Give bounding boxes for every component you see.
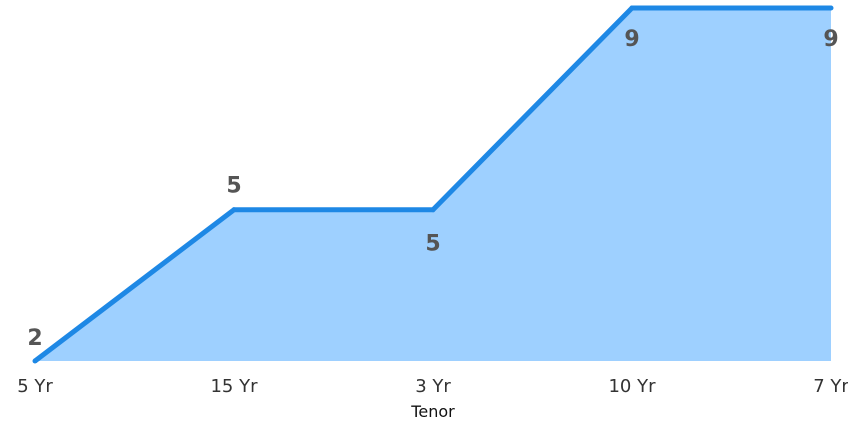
data-point [231, 207, 237, 213]
data-label: 9 [624, 27, 639, 52]
data-label: 9 [823, 27, 838, 52]
data-label-layer: 2 5 5 9 9 [27, 27, 838, 351]
area-fill [35, 8, 831, 361]
x-tick-label: 10 Yr [608, 376, 656, 397]
line-layer [32, 5, 834, 364]
x-axis-title: Tenor [410, 402, 455, 421]
data-label: 5 [425, 232, 440, 257]
x-tick-label: 15 Yr [210, 376, 258, 397]
data-point [32, 358, 38, 364]
data-point [430, 207, 436, 213]
data-point [629, 5, 635, 11]
data-point [828, 5, 834, 11]
data-label: 5 [226, 174, 241, 199]
x-axis: 5 Yr 15 Yr 3 Yr 10 Yr 7 Yr [17, 376, 848, 397]
x-tick-label: 5 Yr [17, 376, 53, 397]
x-tick-label: 7 Yr [813, 376, 848, 397]
data-label: 2 [27, 326, 42, 351]
x-tick-label: 3 Yr [415, 376, 451, 397]
area-layer [35, 8, 831, 361]
